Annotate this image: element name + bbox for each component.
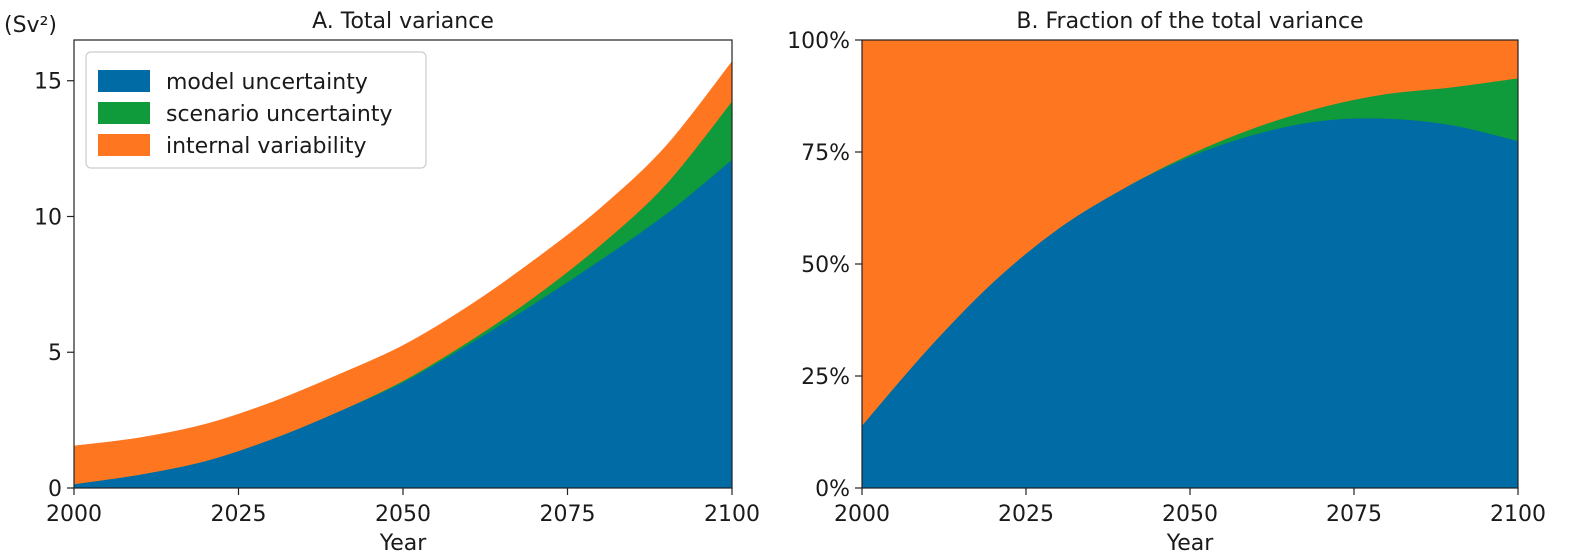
chart-title-b: B. Fraction of the total variance xyxy=(1016,9,1363,34)
legend-label-internal-variability: internal variability xyxy=(166,134,367,159)
x-axis-label-b: Year xyxy=(1166,531,1215,556)
ytick-label-b-75: 75% xyxy=(801,141,850,166)
ytick-label-a-15: 15 xyxy=(34,70,62,95)
xtick-label-a-2100: 2100 xyxy=(704,502,760,527)
xtick-label-b-2000: 2000 xyxy=(834,502,890,527)
ytick-label-a-0: 0 xyxy=(48,477,62,502)
ytick-label-a-10: 10 xyxy=(34,205,62,230)
xtick-label-a-2000: 2000 xyxy=(46,502,102,527)
xtick-label-b-2100: 2100 xyxy=(1490,502,1546,527)
legend-swatch-internal-variability xyxy=(98,134,150,156)
xtick-label-b-2050: 2050 xyxy=(1162,502,1218,527)
xtick-label-b-2075: 2075 xyxy=(1326,502,1382,527)
ytick-label-b-50: 50% xyxy=(801,253,850,278)
ytick-label-b-100: 100% xyxy=(787,29,850,54)
xtick-label-a-2025: 2025 xyxy=(211,502,267,527)
legend-swatch-scenario-uncertainty xyxy=(98,102,150,124)
legend-label-scenario-uncertainty: scenario uncertainty xyxy=(166,102,393,127)
chart-title-a: A. Total variance xyxy=(312,9,494,34)
ytick-label-b-25: 25% xyxy=(801,365,850,390)
unit-label-a: (Sv²) xyxy=(4,13,57,38)
xtick-label-a-2050: 2050 xyxy=(375,502,431,527)
xtick-label-b-2025: 2025 xyxy=(998,502,1054,527)
legend-swatch-model-uncertainty xyxy=(98,70,150,92)
panel-a-total-variance: 2000 2025 2050 2075 2100 0 5 10 15 A. Total varia… xyxy=(4,9,760,556)
x-axis-label-a: Year xyxy=(379,531,428,556)
legend-frame xyxy=(85,51,427,169)
xtick-label-a-2075: 2075 xyxy=(540,502,596,527)
legend: model uncertainty scenario uncertainty int… xyxy=(85,51,427,169)
panel-b-fraction-of-variance: 2000 2025 2050 2075 2100 0% 25% 50% 75% 100% B. Fr… xyxy=(787,9,1546,556)
ytick-label-a-5: 5 xyxy=(48,341,62,366)
legend-label-model-uncertainty: model uncertainty xyxy=(166,70,368,95)
ytick-label-b-0: 0% xyxy=(815,477,850,502)
